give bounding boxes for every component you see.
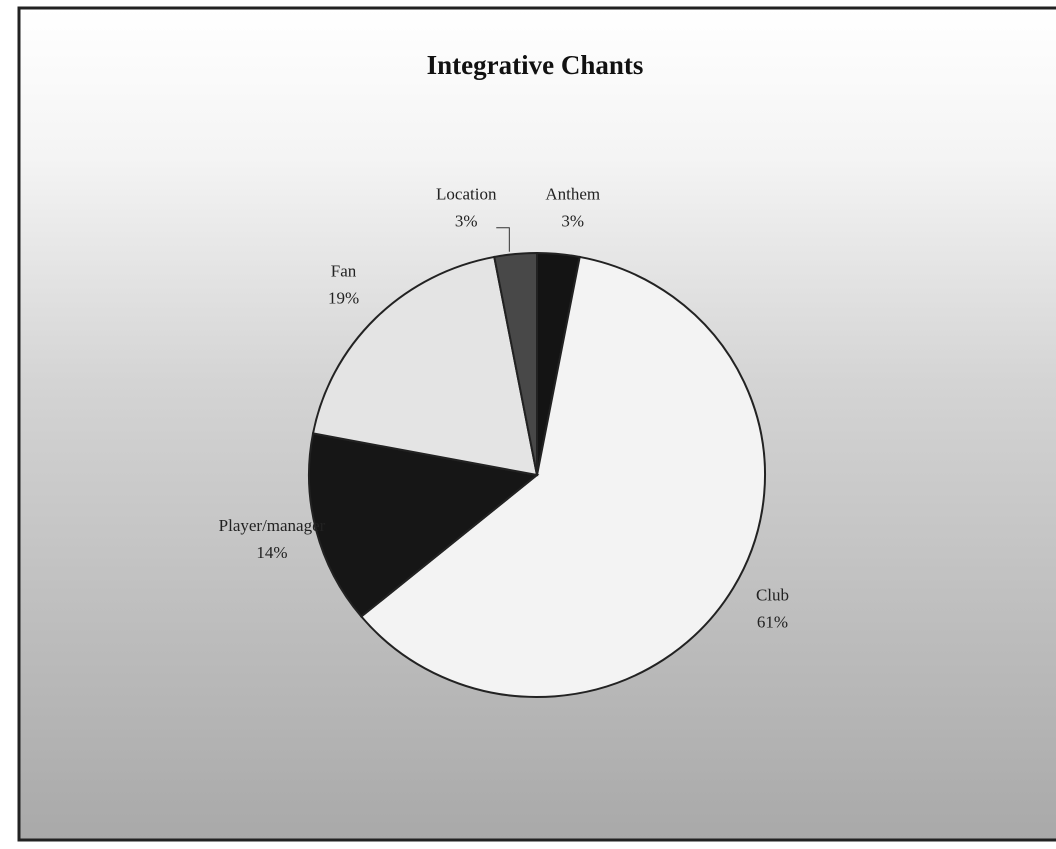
pie-slice (311, 255, 539, 477)
slice-value-label: 19% (328, 289, 359, 308)
slice-value-label: 3% (561, 212, 584, 231)
slice-label: Club (756, 586, 789, 605)
pie: Anthem 3% Club 61% Player/manager 14% Fan 19% Lo… (219, 185, 789, 698)
leader-line (496, 227, 510, 252)
slice-value-label: 61% (757, 613, 788, 632)
pie-slice (308, 432, 540, 618)
chart-title: Integrative Chants (427, 50, 644, 80)
slice-label: Anthem (545, 185, 600, 204)
slice-value-label: 3% (455, 212, 478, 231)
slice-label: Player/manager (219, 516, 326, 535)
pie-slice (359, 255, 766, 698)
pie-slice (493, 251, 538, 476)
slice-label: Location (436, 185, 497, 204)
slice-value-label: 14% (256, 543, 287, 562)
slice-label: Fan (331, 262, 357, 281)
